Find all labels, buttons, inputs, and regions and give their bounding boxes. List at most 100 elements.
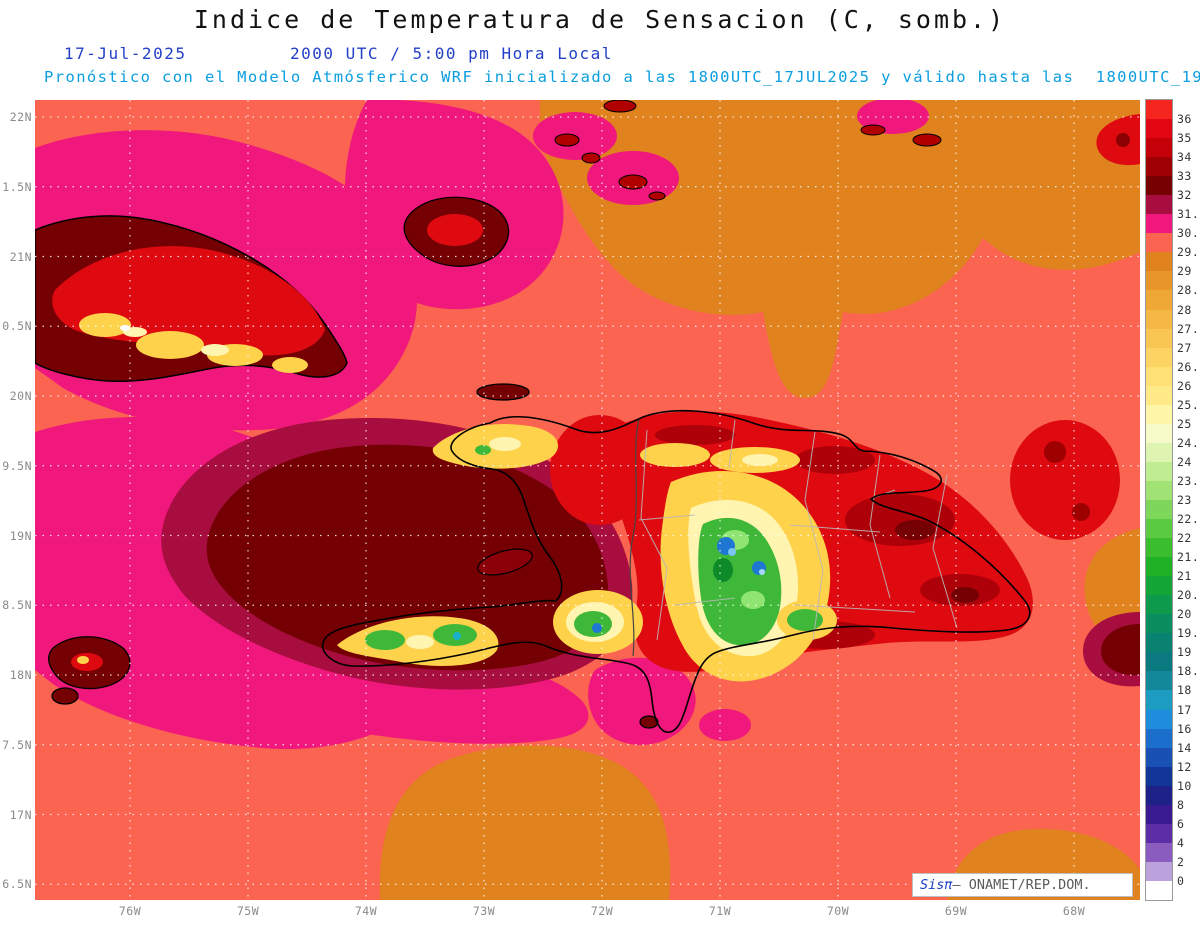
colorbar-cell: [1146, 423, 1172, 443]
forecast-time: 2000 UTC / 5:00 pm Hora Local: [290, 44, 613, 63]
colorbar-tick-label: 10: [1177, 778, 1192, 793]
lat-label: 7.5N: [2, 737, 32, 752]
colorbar-tick-label: 4: [1177, 835, 1185, 850]
colorbar-cell: [1146, 138, 1172, 158]
colorbar-tick-label: 22: [1177, 531, 1192, 546]
lon-label: 73W: [472, 904, 496, 918]
colorbar-tick-label: 24: [1177, 454, 1192, 469]
colorbar-cell: [1146, 366, 1172, 386]
brand-logo: Sisπ: [920, 877, 953, 893]
colorbar-cell: [1146, 747, 1172, 767]
colorbar-tick-label: 20: [1177, 607, 1192, 622]
colorbar-tick-label: 21: [1177, 569, 1192, 584]
colorbar-cell: [1146, 709, 1172, 729]
colorbar-cell: [1146, 728, 1172, 748]
lat-label: 1.5N: [2, 179, 32, 194]
colorbar-cell: [1146, 671, 1172, 691]
heat-index-map-graphic: [34, 98, 1140, 900]
lat-label: 19N: [9, 528, 32, 543]
colorbar-cell: [1146, 252, 1172, 272]
cuba-hotspot: [120, 325, 130, 331]
mountain-zones: [337, 424, 837, 682]
page-title: Indice de Temperatura de Sensacion (C, s…: [193, 5, 1007, 34]
attribution-box: Sisπ— ONAMET/REP.DOM.: [912, 873, 1133, 897]
colorbar-cell: [1146, 176, 1172, 196]
colorbar-tick-label: 24.5: [1177, 435, 1200, 450]
colorbar-tick-label: 8: [1177, 797, 1185, 812]
colorbar-tick-label: 2: [1177, 854, 1185, 869]
colorbar-cell: [1146, 214, 1172, 234]
colorbar-cell: [1146, 861, 1172, 881]
lat-label: 18N: [9, 668, 32, 682]
lon-label: 74W: [354, 904, 378, 918]
colorbar-cell: [1146, 442, 1172, 462]
tortuga-island: [476, 383, 530, 401]
small-islands: [48, 99, 942, 729]
colorbar-cell: [1146, 842, 1172, 862]
colorbar-tick-label: 25: [1177, 416, 1192, 431]
lat-label: 22N: [9, 110, 32, 124]
dark-heat-regions: [161, 417, 1140, 690]
colorbar-cell: [1146, 480, 1172, 500]
lat-label: 8.5N: [2, 598, 32, 613]
colorbar-cell: [1146, 347, 1172, 367]
colorbar-tick-label: 20.5: [1177, 588, 1200, 603]
colorbar-tick-label: 30.7: [1177, 226, 1200, 241]
colorbar-tick-label: 18: [1177, 683, 1192, 698]
lon-label: 69W: [944, 904, 968, 918]
lat-label: 0.5N: [2, 319, 32, 334]
colorbar-cell: [1146, 538, 1172, 558]
colorbar-cell: [1146, 119, 1172, 139]
colorbar-cell: [1146, 880, 1172, 900]
attribution-text: — ONAMET/REP.DOM.: [952, 877, 1091, 893]
colorbar-cell: [1146, 595, 1172, 615]
lon-label: 75W: [236, 904, 260, 918]
lon-label: 68W: [1062, 904, 1086, 918]
colorbar-tick-label: 28: [1177, 302, 1192, 317]
colorbar-cell: [1146, 328, 1172, 348]
cuba-landmass: [34, 215, 348, 383]
model-run-info: Pronóstico con el Modelo Atmósferico WRF…: [44, 68, 1200, 86]
colorbar-cell: [1146, 404, 1172, 424]
colorbar-tick-label: 17: [1177, 702, 1192, 717]
colorbar-cell: [1146, 785, 1172, 805]
colorbar-cell: [1146, 557, 1172, 577]
colorbar-tick-label: 12: [1177, 759, 1192, 774]
colorbar-tick-label: 23.5: [1177, 473, 1200, 488]
colorbar-cell: [1146, 290, 1172, 310]
lat-label: 6.5N: [2, 877, 32, 892]
colorbar-cell: [1146, 195, 1172, 215]
colorbar-tick-label: 21.5: [1177, 550, 1200, 565]
colorbar-tick-label: 35: [1177, 131, 1192, 146]
colorbar-cell: [1146, 309, 1172, 329]
lat-label: 9.5N: [2, 458, 32, 473]
colorbar-cell: [1146, 519, 1172, 539]
hispaniola-coastline: [321, 410, 1031, 733]
colorbar-cell: [1146, 823, 1172, 843]
colorbar-cell: [1146, 804, 1172, 824]
colorbar-tick-label: 36: [1177, 112, 1192, 127]
colorbar-cell: [1146, 576, 1172, 596]
colorbar-cell: [1146, 614, 1172, 634]
colorbar-tick-label: 33: [1177, 169, 1192, 184]
colorbar-tick-label: 29.7: [1177, 245, 1200, 260]
colorbar-tick-label: 27.5: [1177, 321, 1200, 336]
colorbar-tick-label: 23: [1177, 493, 1192, 507]
colorbar-cell: [1146, 100, 1172, 120]
lat-label: 20N: [9, 389, 32, 403]
colorbar-cell: [1146, 271, 1172, 291]
colorbar-cell: [1146, 690, 1172, 710]
colorbar-tick-label: 26.5: [1177, 359, 1200, 374]
colorbar-tick-label: 6: [1177, 816, 1185, 831]
colorbar-tick-label: 16: [1177, 721, 1192, 736]
lat-label: 17N: [9, 807, 32, 822]
lat-label: 21N: [9, 249, 32, 264]
lon-label: 72W: [590, 904, 614, 918]
colorbar-tick-label: 26: [1177, 378, 1192, 393]
province-borders: [638, 419, 958, 641]
colorbar-tick-label: 19: [1177, 645, 1192, 660]
haiti-dr-border: [629, 417, 640, 657]
colorbar-tick-label: 29: [1177, 264, 1192, 279]
colorbar-cell: [1146, 233, 1172, 253]
lon-label: 71W: [708, 904, 732, 918]
